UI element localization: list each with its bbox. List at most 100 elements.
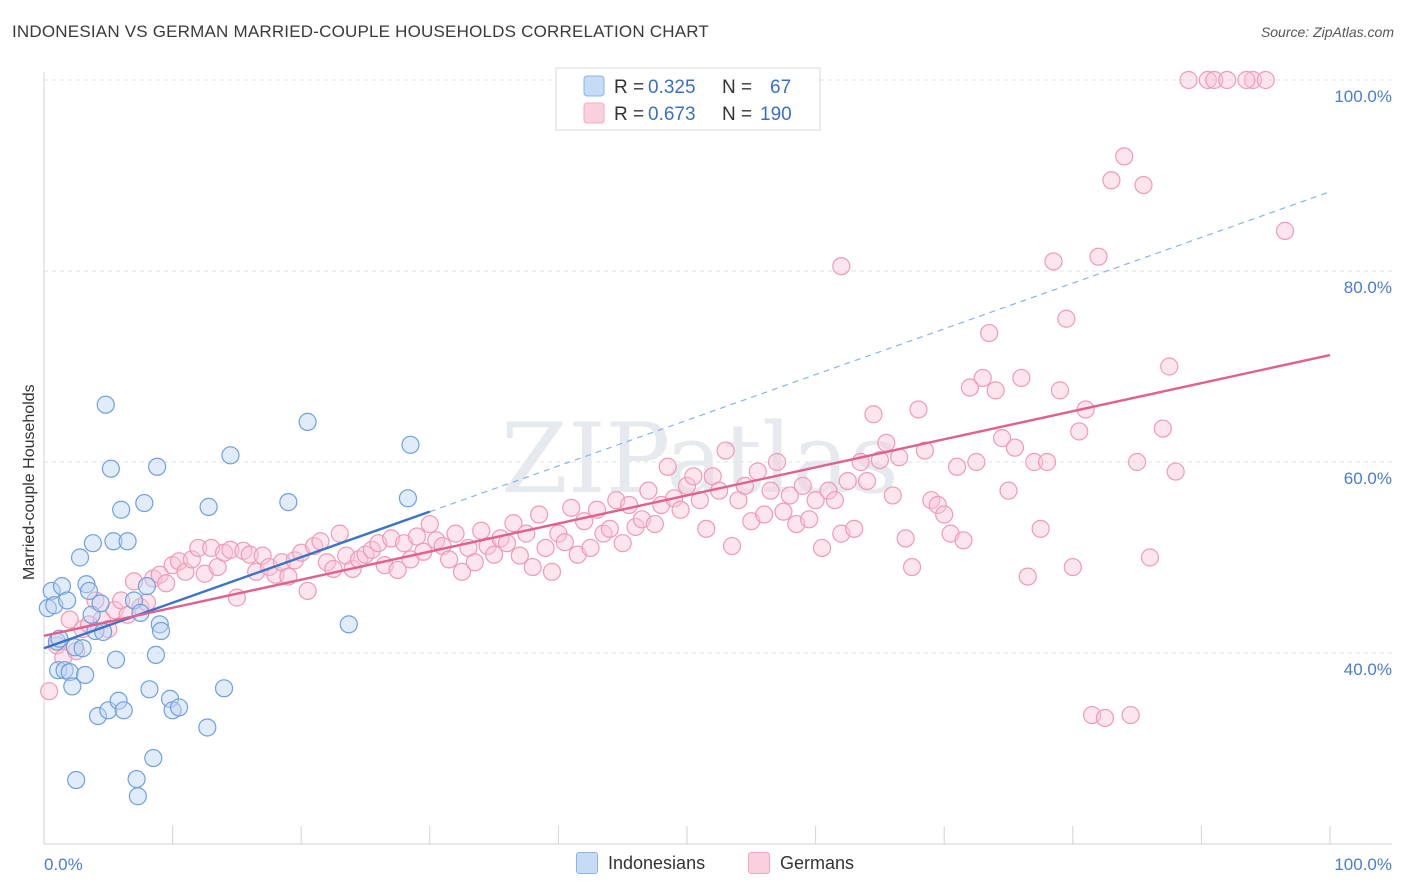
data-point	[857, 472, 877, 491]
data-point	[600, 519, 619, 538]
data-point	[1044, 252, 1063, 271]
data-point	[485, 545, 504, 564]
data-point	[973, 368, 992, 388]
legend-label-germans: Germans	[780, 852, 855, 873]
legend-label-indonesians: Indonesians	[608, 852, 706, 873]
data-point	[221, 540, 240, 559]
data-point	[144, 748, 163, 768]
data-point	[70, 548, 90, 567]
series-legend: Indonesians Germans	[0, 852, 1406, 878]
data-point	[420, 514, 439, 534]
data-point	[1031, 519, 1050, 538]
data-point	[73, 639, 92, 658]
y-tick-label: 60.0%	[1344, 469, 1392, 488]
legend-item-germans[interactable]: Germans	[748, 852, 854, 874]
data-point	[510, 546, 529, 565]
data-point	[780, 486, 799, 505]
data-point	[1198, 70, 1217, 90]
data-point	[1153, 419, 1172, 438]
data-point	[954, 531, 973, 550]
data-point	[864, 405, 883, 424]
data-point	[870, 450, 890, 470]
data-point	[671, 500, 690, 519]
data-point	[446, 524, 465, 543]
data-point	[980, 323, 999, 343]
data-point	[523, 557, 542, 577]
data-point	[106, 650, 126, 669]
legend-n-value-1: 67	[770, 77, 791, 98]
data-point	[146, 645, 165, 665]
data-point	[151, 621, 171, 641]
data-point	[101, 459, 120, 478]
data-point	[1140, 548, 1160, 567]
data-point	[112, 500, 131, 519]
data-point	[1160, 357, 1179, 376]
data-point	[999, 481, 1018, 500]
data-point	[716, 441, 735, 460]
data-point	[555, 533, 574, 552]
data-point	[298, 581, 317, 601]
data-point	[1205, 70, 1224, 90]
data-point	[542, 562, 562, 581]
germans-points	[40, 70, 1295, 728]
legend-swatch-indonesians	[583, 75, 605, 97]
legend: R = 0.325 N = 67 R = 0.673 N = 190	[555, 67, 821, 131]
data-point	[214, 679, 234, 698]
data-point	[135, 493, 154, 513]
indonesians-trend-line	[43, 510, 431, 650]
data-point	[279, 493, 298, 512]
indonesians-points	[38, 395, 420, 806]
data-point	[1237, 70, 1256, 90]
data-point	[42, 581, 61, 601]
data-point	[76, 665, 95, 685]
data-point	[104, 532, 123, 551]
data-point	[58, 591, 77, 610]
data-point	[362, 540, 382, 559]
data-point	[658, 457, 677, 476]
germans-swatch	[748, 852, 770, 874]
data-point	[60, 662, 79, 682]
data-point	[581, 538, 600, 558]
data-point	[915, 441, 935, 460]
data-point	[697, 519, 716, 538]
data-point	[65, 638, 84, 657]
data-point	[819, 481, 838, 500]
data-point	[109, 691, 128, 710]
data-point	[330, 524, 349, 543]
data-point	[562, 498, 581, 517]
x-tick-label-min: 0.0%	[44, 855, 83, 874]
data-point	[1243, 70, 1262, 90]
legend-item-indonesians[interactable]: Indonesians	[576, 852, 705, 874]
watermark: ZIPatlas	[501, 403, 899, 515]
y-axis-label: Married-couple Households	[21, 384, 38, 580]
data-point	[838, 472, 857, 491]
data-point	[1050, 381, 1070, 400]
data-point	[118, 532, 137, 551]
data-point	[114, 701, 133, 720]
data-point	[83, 534, 102, 553]
data-point	[169, 698, 189, 717]
data-point	[1275, 221, 1295, 240]
data-point	[639, 481, 658, 500]
data-point	[91, 594, 110, 613]
data-point	[127, 769, 146, 789]
data-point	[1166, 462, 1185, 481]
data-point	[439, 550, 459, 569]
data-point	[199, 497, 218, 516]
data-point	[883, 486, 902, 505]
data-point	[182, 550, 201, 569]
x-tick-label-max: 100.0%	[1334, 855, 1392, 874]
data-point	[128, 787, 147, 806]
data-point	[298, 412, 317, 431]
legend-r-label-1: R =	[614, 77, 644, 98]
data-point	[504, 514, 523, 533]
data-point	[767, 452, 787, 472]
data-point	[398, 489, 418, 508]
data-point	[96, 395, 115, 414]
data-point	[140, 680, 159, 699]
data-point	[947, 457, 967, 476]
data-point	[1121, 705, 1140, 725]
data-point	[626, 517, 645, 537]
data-point	[86, 591, 105, 610]
